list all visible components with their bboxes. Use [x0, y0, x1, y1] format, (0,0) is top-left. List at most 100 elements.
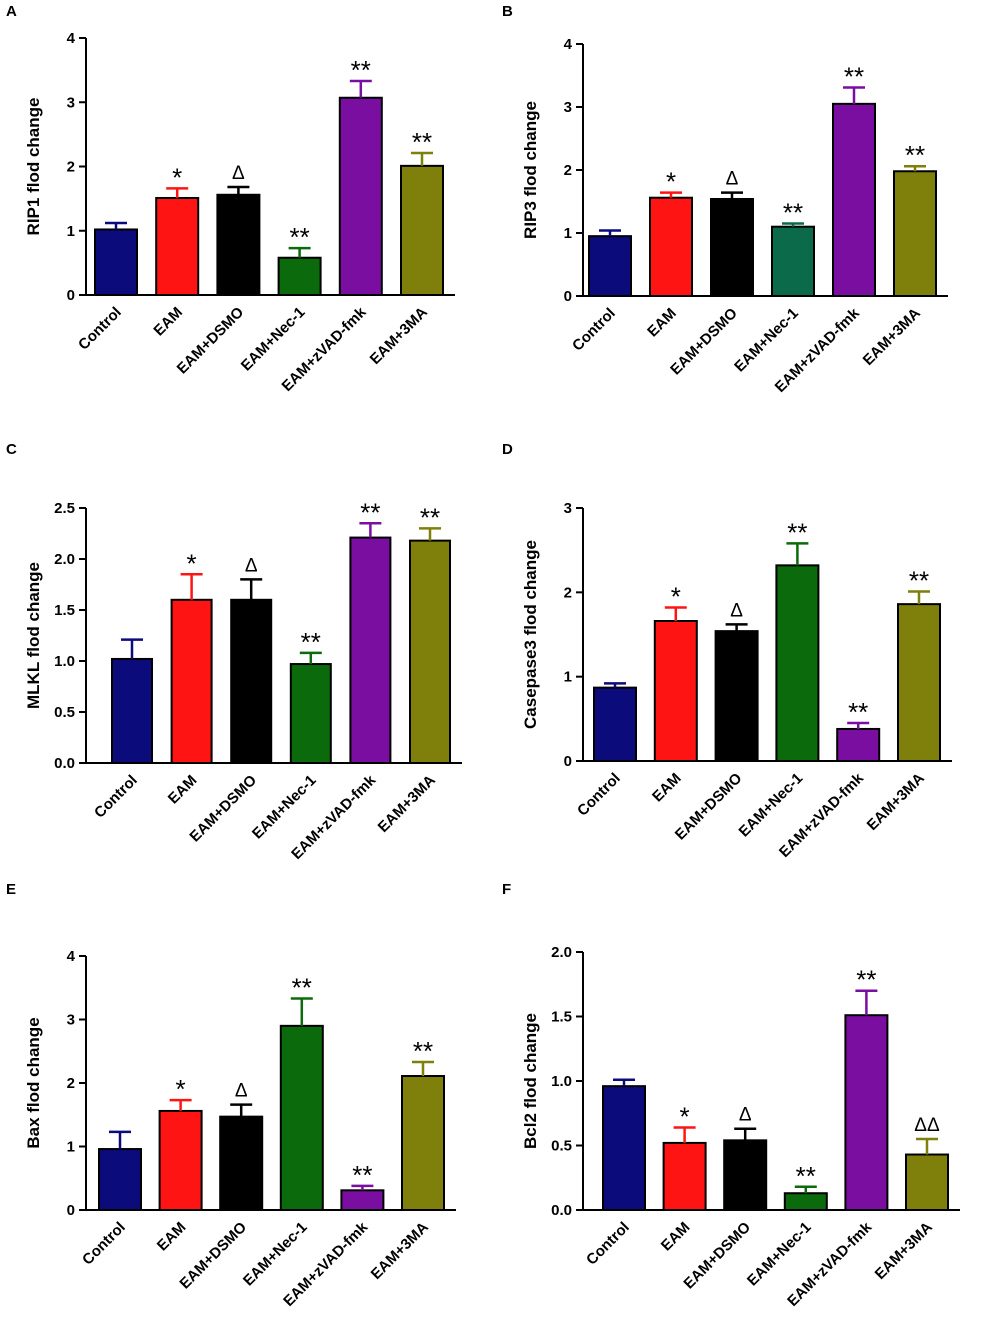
- y-axis-label-f: Bcl2 flod change: [521, 1013, 540, 1149]
- y-tick-label-a: 3: [67, 94, 75, 111]
- y-tick-label-b: 3: [564, 99, 572, 116]
- y-tick-label-c: 0.5: [54, 704, 75, 721]
- y-tick-label-e: 4: [67, 948, 76, 965]
- significance-label-a: **: [412, 127, 432, 157]
- panel-letter-e: E: [6, 881, 16, 898]
- bar-f: [723, 1139, 768, 1211]
- y-tick-label-c: 2.0: [54, 551, 75, 568]
- category-label-f: Control: [583, 1219, 633, 1269]
- bar-a: [277, 256, 322, 296]
- chart-panel-e: E Bax flod change 0 1 2 3 4 Control * EAM Δ EAM+DSM…: [0, 880, 497, 1339]
- significance-label-e: **: [352, 1160, 372, 1190]
- bar-b: [710, 197, 754, 297]
- panel-letter-a: A: [6, 3, 17, 20]
- bar-e: [401, 1075, 445, 1211]
- significance-label-a: Δ: [232, 163, 245, 184]
- y-axis-label-e: Bax flod change: [24, 1017, 43, 1148]
- significance-label-e: *: [176, 1074, 186, 1104]
- y-tick-label-c: 2.5: [54, 500, 75, 517]
- y-tick-label-b: 2: [564, 162, 572, 179]
- bar-b: [893, 170, 937, 297]
- bar-c: [409, 539, 451, 764]
- significance-label-b: **: [783, 198, 803, 228]
- chart-panel-d: D Casepase3 flod change 0 1 2 3 Control * EAM Δ EA…: [497, 440, 994, 880]
- bar-a: [155, 196, 200, 296]
- bar-e: [98, 1148, 142, 1212]
- significance-label-f: ΔΔ: [914, 1115, 940, 1136]
- y-tick-label-c: 0.0: [54, 755, 75, 772]
- significance-label-e: **: [413, 1036, 433, 1066]
- significance-label-c: **: [301, 627, 321, 657]
- chart-panel-a: A RIP1 flod change 0 1 2 3 4 Control * EAM Δ EAM+DS…: [0, 0, 497, 440]
- y-tick-label-f: 0.0: [551, 1202, 572, 1219]
- y-tick-label-b: 0: [564, 288, 572, 305]
- chart-svg-d: D Casepase3 flod change 0 1 2 3 Control * EAM Δ EA…: [502, 441, 952, 861]
- y-tick-label-f: 1.0: [551, 1073, 572, 1090]
- significance-label-d: **: [787, 517, 807, 547]
- bar-a: [216, 193, 261, 297]
- significance-label-e: **: [292, 973, 312, 1003]
- significance-label-b: *: [666, 167, 676, 197]
- category-label-d: EAM+3MA: [864, 770, 928, 834]
- bar-f: [905, 1153, 949, 1211]
- y-axis-label-c: MLKL flod change: [24, 562, 43, 709]
- significance-label-b: Δ: [726, 169, 739, 190]
- bar-d: [897, 603, 941, 762]
- y-axis-label-d: Casepase3 flod change: [521, 540, 540, 729]
- bar-c: [230, 598, 273, 764]
- category-label-d: Control: [574, 770, 624, 820]
- bar-a: [400, 164, 444, 296]
- significance-label-b: **: [905, 140, 925, 170]
- chart-svg-f: F Bcl2 flod change 0.0 0.5 1.0 1.5 2.0 Control *…: [502, 881, 960, 1310]
- bar-a: [94, 228, 138, 296]
- panel-letter-c: C: [6, 441, 17, 458]
- bar-b: [832, 102, 876, 297]
- panel-letter-f: F: [502, 881, 511, 898]
- bar-f: [662, 1141, 707, 1212]
- bar-b: [771, 225, 815, 297]
- y-tick-label-a: 0: [67, 287, 75, 304]
- category-label-c: EAM+3MA: [375, 772, 439, 836]
- significance-label-e: Δ: [235, 1081, 248, 1102]
- bar-f: [602, 1085, 646, 1211]
- y-tick-label-b: 1: [564, 225, 572, 242]
- significance-label-b: **: [844, 61, 864, 91]
- y-tick-label-c: 1.5: [54, 602, 75, 619]
- category-label-e: EAM: [154, 1219, 190, 1255]
- bar-e: [219, 1115, 264, 1211]
- category-label-d: EAM: [649, 770, 685, 806]
- significance-label-c: **: [420, 502, 440, 532]
- y-tick-label-c: 1.0: [54, 653, 75, 670]
- significance-label-a: **: [351, 55, 371, 85]
- bar-d: [653, 620, 698, 762]
- y-tick-label-e: 1: [67, 1139, 75, 1156]
- significance-label-d: *: [671, 582, 681, 612]
- significance-label-a: *: [172, 162, 182, 192]
- y-tick-label-e: 2: [67, 1075, 75, 1092]
- y-axis-label-a: RIP1 flod change: [24, 98, 43, 236]
- bar-d: [714, 630, 759, 762]
- chart-panel-f: F Bcl2 flod change 0.0 0.5 1.0 1.5 2.0 Control *…: [497, 880, 994, 1339]
- significance-label-f: **: [856, 965, 876, 995]
- significance-label-c: *: [187, 548, 197, 578]
- category-label-e: EAM+3MA: [368, 1219, 432, 1283]
- bar-b: [649, 196, 693, 297]
- bar-f: [844, 1014, 889, 1211]
- significance-label-d: Δ: [730, 600, 743, 621]
- y-axis-label-b: RIP3 flod change: [521, 101, 540, 239]
- category-label-b: Control: [569, 305, 619, 355]
- bar-d: [775, 564, 820, 762]
- bar-c: [111, 657, 153, 765]
- significance-label-f: Δ: [739, 1105, 752, 1126]
- bar-f: [783, 1192, 828, 1212]
- chart-panel-c: C MLKL flod change 0.0 0.5 1.0 1.5 2.0 2.5 Contr…: [0, 440, 497, 880]
- y-tick-label-d: 0: [564, 753, 572, 770]
- category-label-b: EAM: [644, 305, 680, 341]
- category-label-e: Control: [79, 1219, 129, 1269]
- bar-d: [836, 727, 881, 763]
- category-label-b: EAM+3MA: [860, 305, 924, 369]
- significance-label-c: Δ: [245, 555, 258, 576]
- y-tick-label-f: 2.0: [551, 944, 572, 961]
- panel-letter-d: D: [502, 441, 513, 458]
